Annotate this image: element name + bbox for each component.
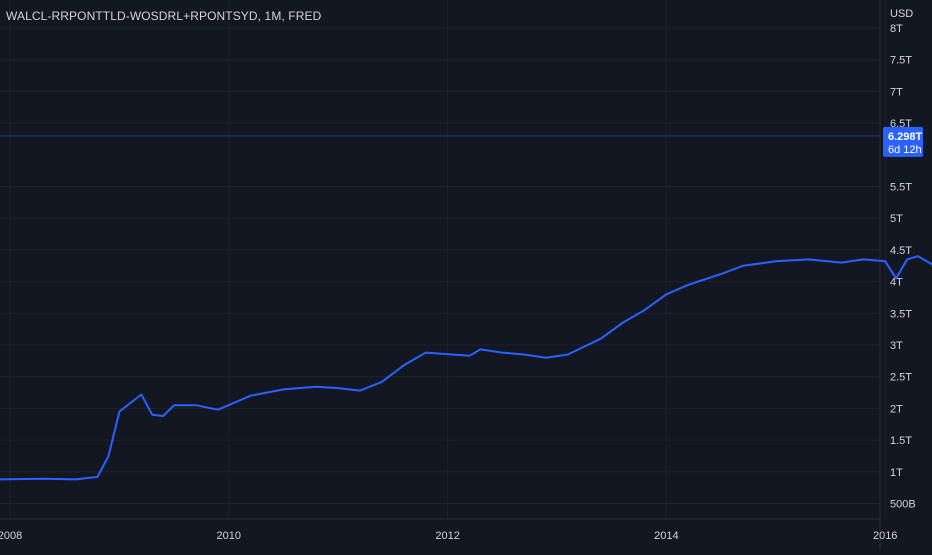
- y-tick-label: 3.5T: [890, 308, 912, 320]
- y-tick-label: 1T: [890, 467, 903, 479]
- badge-background: [883, 126, 923, 157]
- x-tick-label: 2010: [217, 530, 241, 542]
- y-tick-label: 7.5T: [890, 55, 912, 67]
- symbol-title[interactable]: WALCL-RRPONTTLD-WOSDRL+RPONTSYD, 1M, FRE…: [6, 9, 322, 23]
- currency-label[interactable]: USD: [890, 8, 913, 20]
- y-tick-label: 500B: [890, 499, 916, 511]
- x-tick-label: 2008: [0, 530, 22, 542]
- y-tick-label: 5T: [890, 213, 903, 225]
- bar-countdown-label: 6d 12h: [888, 144, 922, 156]
- y-tick-label: 7T: [890, 86, 903, 98]
- y-tick-label: 4T: [890, 277, 903, 289]
- y-tick-label: 2.5T: [890, 372, 912, 384]
- y-tick-label: 5.5T: [890, 182, 912, 194]
- y-tick-label: 2T: [890, 403, 903, 415]
- series-line: [0, 255, 932, 481]
- x-tick-label: 2014: [654, 530, 678, 542]
- price-axis[interactable]: 500B1T1.5T2T2.5T3T3.5T4T4.5T5T5.5T6.5T7T…: [890, 23, 916, 511]
- y-tick-label: 8T: [890, 23, 903, 35]
- y-tick-label: 3T: [890, 340, 903, 352]
- last-value-badge: 6.298T 6d 12h: [883, 126, 923, 157]
- y-tick-label: 1.5T: [890, 435, 912, 447]
- grid-lines: [0, 0, 886, 519]
- y-tick-label: 4.5T: [890, 245, 912, 257]
- time-axis[interactable]: 200820102012201420162018202020222024: [0, 530, 932, 542]
- x-tick-label: 2016: [873, 530, 897, 542]
- series-layer: [0, 255, 932, 481]
- x-tick-label: 2012: [435, 530, 459, 542]
- last-value-label: 6.298T: [888, 131, 923, 143]
